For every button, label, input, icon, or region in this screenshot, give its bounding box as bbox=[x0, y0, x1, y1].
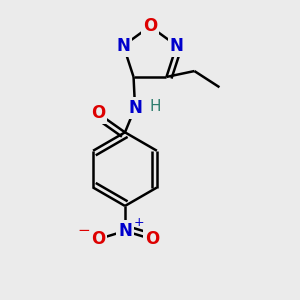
Text: −: − bbox=[77, 224, 90, 238]
Text: H: H bbox=[150, 99, 161, 114]
Text: O: O bbox=[91, 104, 105, 122]
Text: N: N bbox=[116, 37, 130, 55]
Text: O: O bbox=[145, 230, 159, 248]
Text: N: N bbox=[128, 99, 142, 117]
Text: +: + bbox=[134, 216, 144, 229]
Text: O: O bbox=[143, 17, 157, 35]
Text: O: O bbox=[91, 230, 105, 248]
Text: N: N bbox=[170, 37, 184, 55]
Text: N: N bbox=[118, 222, 132, 240]
